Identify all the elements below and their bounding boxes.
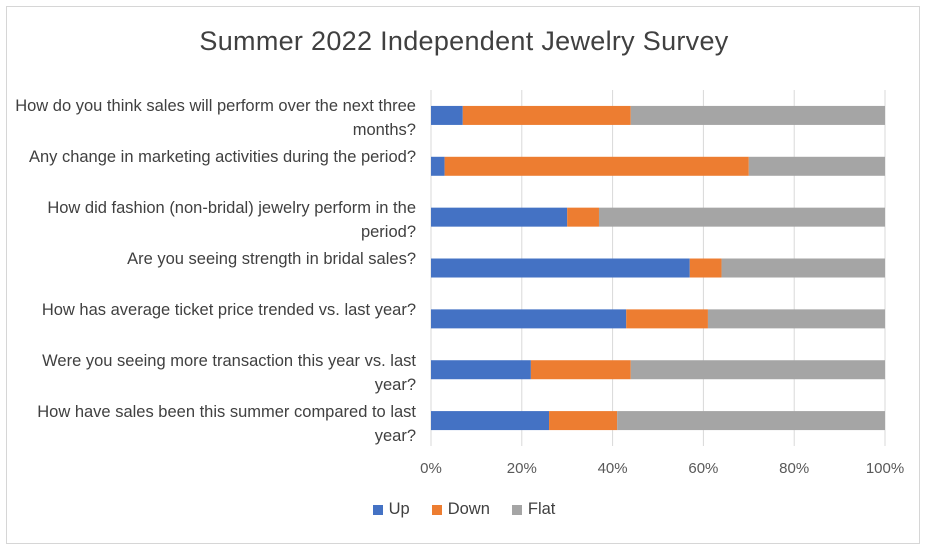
bar-down bbox=[530, 360, 631, 380]
bar-flat bbox=[707, 309, 885, 329]
bar-down bbox=[444, 156, 749, 176]
bar-up bbox=[431, 360, 531, 380]
bar-flat bbox=[617, 411, 885, 431]
x-tick-label: 100% bbox=[866, 460, 904, 477]
legend-swatch bbox=[372, 504, 383, 515]
category-label: Are you seeing strength in bridal sales? bbox=[127, 250, 416, 268]
bar-up bbox=[431, 258, 690, 278]
category-label: Were you seeing more transaction this ye… bbox=[42, 351, 416, 394]
bar-up bbox=[431, 309, 627, 329]
bar-down bbox=[549, 411, 618, 431]
x-tick-label: 0% bbox=[420, 460, 442, 477]
category-label: Any change in marketing activities durin… bbox=[28, 148, 416, 167]
x-tick-label: 20% bbox=[507, 460, 537, 477]
bar-flat bbox=[630, 105, 885, 125]
bar-down bbox=[626, 309, 708, 329]
legend-item-down: Down bbox=[431, 500, 490, 519]
category-label: How have sales been this summer compared… bbox=[37, 402, 416, 445]
bar-up bbox=[431, 156, 445, 176]
legend-item-up: Up bbox=[372, 500, 410, 519]
bar-down bbox=[462, 105, 631, 125]
legend-swatch bbox=[511, 504, 522, 515]
legend: Up Down Flat bbox=[0, 500, 928, 519]
legend-label: Up bbox=[388, 500, 410, 518]
bar-flat bbox=[630, 360, 885, 380]
x-tick-label: 40% bbox=[598, 460, 628, 477]
x-tick-label: 80% bbox=[779, 460, 809, 477]
category-label: How do you think sales will perform over… bbox=[15, 97, 416, 140]
bar-flat bbox=[598, 207, 885, 227]
bar-flat bbox=[748, 156, 885, 176]
legend-label: Flat bbox=[527, 500, 556, 518]
legend-item-flat: Flat bbox=[511, 500, 556, 519]
bar-down bbox=[689, 258, 722, 278]
legend-label: Down bbox=[447, 500, 490, 518]
chart-frame bbox=[6, 6, 920, 544]
bar-flat bbox=[721, 258, 885, 278]
x-tick-label: 60% bbox=[688, 460, 718, 477]
bar-up bbox=[431, 411, 550, 431]
bar-up bbox=[431, 105, 463, 125]
category-label: How did fashion (non-bridal) jewelry per… bbox=[47, 199, 416, 242]
category-label: How has average ticket price trended vs.… bbox=[41, 300, 416, 319]
chart-title: Summer 2022 Independent Jewelry Survey bbox=[199, 26, 729, 56]
bar-down bbox=[567, 207, 599, 227]
bar-up bbox=[431, 207, 568, 227]
legend-swatch bbox=[431, 504, 442, 515]
